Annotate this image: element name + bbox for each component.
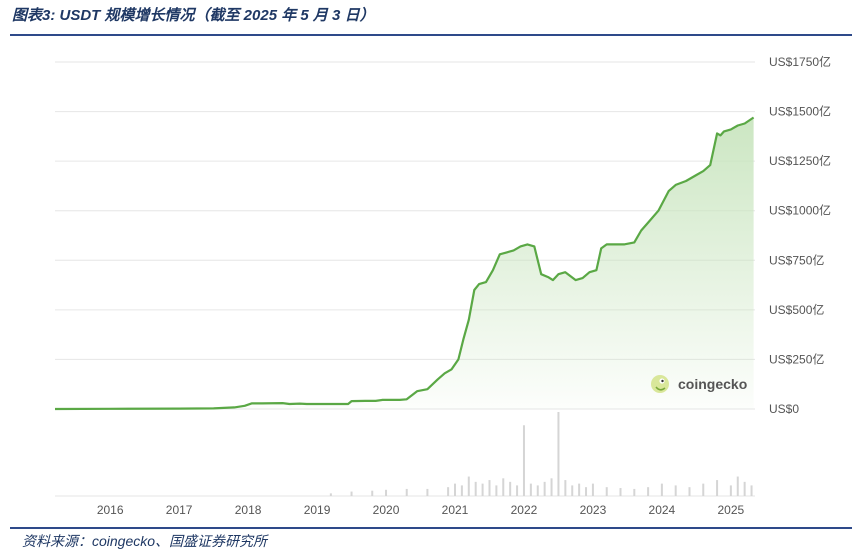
x-tick-label: 2020 [373, 503, 400, 517]
volume-bar [550, 478, 553, 496]
volume-bar [557, 412, 560, 496]
volume-bar [736, 476, 739, 496]
x-axis-ticks: 2016 2017 2018 2019 2020 2021 2022 2023 2024 2025 [97, 503, 745, 517]
title-rule [10, 34, 852, 36]
volume-bar [571, 485, 574, 496]
supply-area [55, 117, 754, 409]
volume-bar [488, 480, 491, 496]
volume-bar [467, 476, 470, 496]
volume-bar [350, 491, 353, 496]
y-tick-label: US$1000亿 [769, 203, 831, 218]
y-tick-label: US$1750亿 [769, 54, 831, 69]
x-tick-label: 2025 [718, 503, 745, 517]
volume-bar [633, 488, 636, 496]
volume-bar [385, 489, 388, 496]
supply-line [54, 116, 755, 411]
volume-bar [743, 481, 746, 496]
volume-bar [481, 483, 484, 496]
volume-bars [329, 412, 753, 496]
y-tick-label: US$1250亿 [769, 153, 831, 168]
volume-bar [564, 480, 567, 496]
volume-bar [454, 483, 456, 496]
volume-bar [688, 487, 691, 496]
y-axis-ticks: US$0 US$250亿 US$500亿 US$750亿 US$1000亿 US$1250… [769, 54, 831, 416]
coingecko-watermark: coingecko [651, 375, 747, 393]
volume-bar [605, 487, 608, 496]
x-tick-label: 2018 [235, 503, 262, 517]
y-tick-label: US$500亿 [769, 302, 824, 317]
x-tick-label: 2023 [580, 503, 607, 517]
y-tick-label: US$750亿 [769, 252, 824, 267]
volume-bar [702, 483, 705, 496]
volume-bar [750, 485, 753, 496]
y-tick-label: US$0 [769, 402, 799, 416]
volume-bar [426, 488, 429, 496]
y-tick-label: US$1500亿 [769, 104, 831, 119]
chart-container: US$0 US$250亿 US$500亿 US$750亿 US$1000亿 US$1250… [12, 40, 854, 527]
volume-bar [619, 488, 622, 496]
source-rule [10, 527, 852, 529]
volume-bar [536, 485, 539, 496]
volume-bar [674, 485, 677, 496]
volume-bar [585, 487, 588, 496]
volume-bar [329, 493, 332, 496]
volume-bar [474, 481, 477, 496]
x-tick-label: 2019 [304, 503, 331, 517]
y-tick-label: US$250亿 [769, 351, 824, 366]
volume-bar [522, 425, 525, 496]
x-tick-label: 2016 [97, 503, 124, 517]
volume-bar [371, 490, 374, 496]
volume-bar [502, 478, 505, 496]
volume-bar [729, 485, 732, 496]
x-tick-label: 2021 [442, 503, 469, 517]
volume-bar [495, 485, 498, 496]
volume-bar [516, 485, 519, 496]
volume-bar [591, 483, 594, 496]
volume-bar [647, 487, 650, 496]
x-tick-label: 2022 [511, 503, 538, 517]
grid-lines [55, 61, 755, 497]
volume-bar [529, 483, 532, 496]
volume-bar [578, 483, 581, 496]
figure-title: 图表3: USDT 规模增长情况（截至 2025 年 5 月 3 日） [12, 7, 375, 24]
volume-bar [405, 488, 408, 496]
volume-bar [509, 481, 512, 496]
volume-bar [447, 487, 450, 496]
volume-bar [460, 485, 463, 496]
volume-bar [716, 480, 719, 496]
watermark-text: coingecko [678, 376, 747, 392]
volume-bar [543, 481, 546, 496]
chart-svg: US$0 US$250亿 US$500亿 US$750亿 US$1000亿 US$1250… [54, 54, 831, 517]
x-tick-label: 2017 [166, 503, 193, 517]
volume-bar [660, 483, 663, 496]
x-tick-label: 2024 [649, 503, 676, 517]
source-note: 资料来源：coingecko、国盛证券研究所 [22, 533, 268, 549]
